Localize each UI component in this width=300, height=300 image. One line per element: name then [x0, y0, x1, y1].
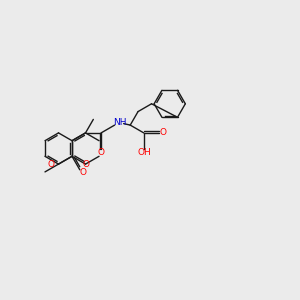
Text: OH: OH — [137, 148, 151, 157]
Text: O: O — [79, 168, 86, 177]
Text: O: O — [82, 160, 89, 169]
Text: O: O — [48, 160, 55, 169]
Text: NH: NH — [113, 118, 127, 127]
Text: O: O — [98, 148, 105, 157]
Text: O: O — [159, 128, 167, 137]
